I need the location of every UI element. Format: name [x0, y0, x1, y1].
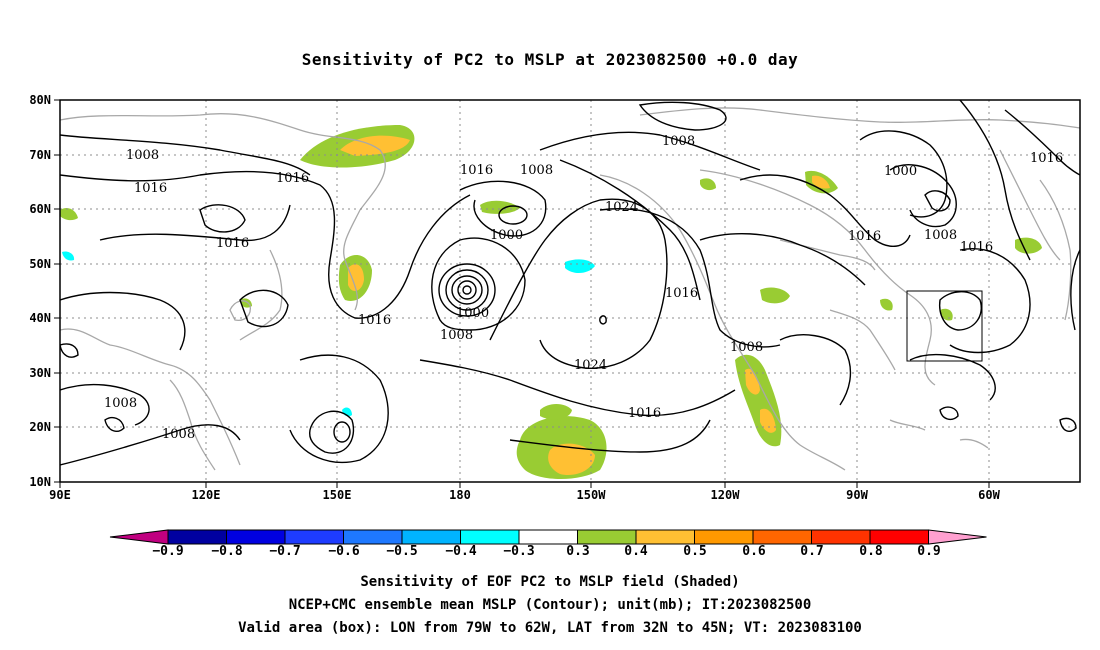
colorbar-segment [284, 529, 344, 545]
colorbar-segment [811, 529, 871, 545]
colorbar-segment [694, 529, 754, 545]
colorbar-arrow-left [109, 529, 169, 545]
contour-label: 1000 [490, 228, 523, 243]
contour-label: 1000 [456, 306, 489, 321]
lat-label: 50N [29, 257, 51, 271]
contour-label: 1008 [520, 163, 553, 178]
colorbar-segment [343, 529, 403, 545]
colorbar-segment [226, 529, 286, 545]
contour-label: 1016 [665, 286, 698, 301]
colorbar-label: 0.6 [742, 544, 766, 559]
caption-line-2: NCEP+CMC ensemble mean MSLP (Contour); u… [288, 597, 812, 613]
colorbar-label: −0.6 [328, 544, 360, 559]
lon-label: 120W [711, 488, 741, 502]
colorbar-label: 0.3 [566, 544, 590, 559]
lon-label: 90W [846, 488, 868, 502]
lat-label: 20N [29, 420, 51, 434]
colorbar-segment [167, 529, 227, 545]
lon-label: 120E [192, 488, 221, 502]
colorbar-label: 0.8 [859, 544, 883, 559]
colorbar-label: −0.9 [152, 544, 184, 559]
colorbar-segment [752, 529, 812, 545]
contour-label: 1008 [662, 134, 695, 149]
contour-label: 1016 [1030, 151, 1063, 166]
colorbar-label: −0.3 [503, 544, 535, 559]
colorbar-label: −0.7 [269, 544, 301, 559]
valid-area-box [906, 290, 983, 362]
contour-label: 1024 [574, 358, 607, 373]
colorbar-segment [518, 529, 578, 545]
colorbar-label: 0.7 [800, 544, 824, 559]
mslp-contours [60, 100, 1080, 466]
colorbar-label: 0.9 [917, 544, 941, 559]
contour-labels: 1008 1016 1016 1016 1016 1008 1000 1016 … [104, 134, 1063, 442]
colorbar-segment [460, 529, 520, 545]
contour-label: 1016 [358, 313, 391, 328]
axis-ticks [54, 99, 990, 488]
coastlines [60, 107, 1080, 471]
lon-label: 150E [323, 488, 352, 502]
plot-frame [59, 99, 1081, 483]
caption-line-3: Valid area (box): LON from 79W to 62W, L… [238, 620, 862, 636]
contour-label: 1008 [126, 148, 159, 163]
contour-label: 1008 [162, 427, 195, 442]
lon-label: 60W [978, 488, 1000, 502]
contour-label: 1008 [924, 228, 957, 243]
contour-label: 1008 [440, 328, 473, 343]
contour-label: 1016 [960, 240, 993, 255]
lon-labels: 90E 120E 150E 180 150W 120W 90W 60W [49, 488, 1000, 502]
colorbar [109, 529, 987, 545]
lat-label: 60N [29, 202, 51, 216]
lon-label: 90E [49, 488, 71, 502]
contour-label: 1016 [276, 171, 309, 186]
grid-lines [60, 100, 1080, 482]
lat-label: 30N [29, 366, 51, 380]
contour-label: 1000 [884, 164, 917, 179]
contour-label: 1016 [460, 163, 493, 178]
contour-label: 1024 [605, 200, 638, 215]
contour-label: 1016 [216, 236, 249, 251]
colorbar-segment [869, 529, 929, 545]
contour-label: 1008 [730, 340, 763, 355]
colorbar-label: −0.8 [211, 544, 243, 559]
contour-label: 1008 [104, 396, 137, 411]
lat-label: 70N [29, 148, 51, 162]
colorbar-arrow-right [928, 529, 987, 545]
colorbar-segment [401, 529, 461, 545]
contour-label: 1016 [134, 181, 167, 196]
lat-label: 80N [29, 93, 51, 107]
colorbar-segment [635, 529, 695, 545]
caption-line-1: Sensitivity of EOF PC2 to MSLP field (Sh… [360, 574, 740, 590]
contour-label: 1016 [628, 406, 661, 421]
lon-label: 180 [449, 488, 471, 502]
colorbar-label: −0.5 [386, 544, 418, 559]
colorbar-segment [577, 529, 637, 545]
lat-labels: 80N 70N 60N 50N 40N 30N 20N 10N [29, 93, 51, 489]
lat-label: 10N [29, 475, 51, 489]
contour-label: 1016 [848, 229, 881, 244]
chart-title: Sensitivity of PC2 to MSLP at 2023082500… [301, 50, 799, 69]
colorbar-label: 0.5 [683, 544, 707, 559]
lat-label: 40N [29, 311, 51, 325]
lon-label: 150W [577, 488, 607, 502]
colorbar-label: 0.4 [624, 544, 648, 559]
colorbar-label: −0.4 [445, 544, 477, 559]
